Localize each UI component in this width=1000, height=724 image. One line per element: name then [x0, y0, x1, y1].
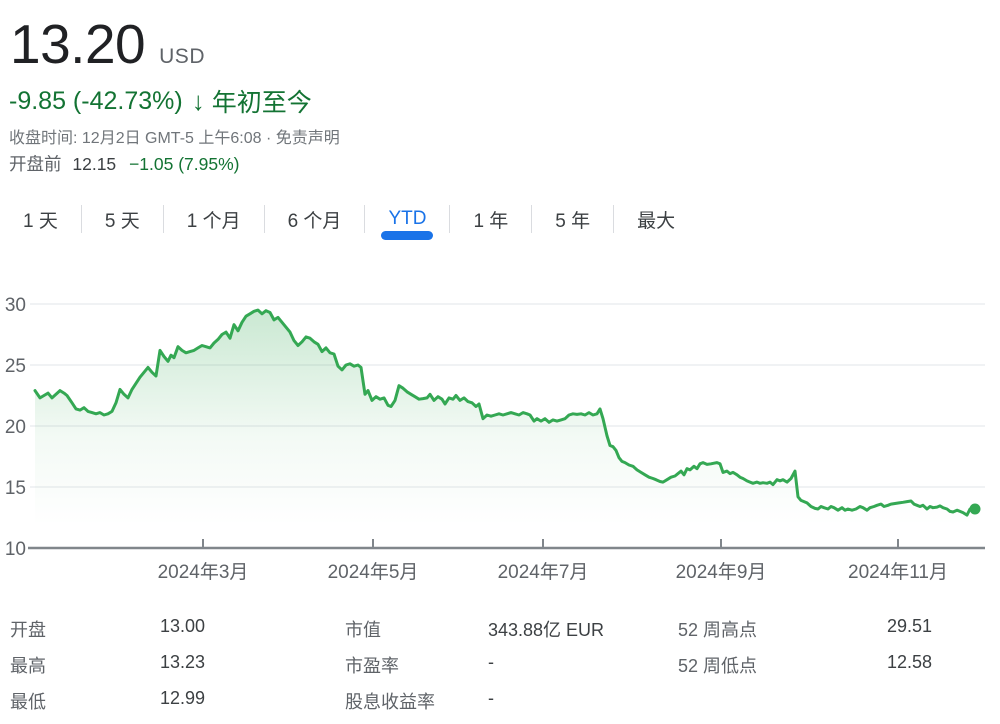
currency-label: USD	[159, 45, 205, 68]
premarket-change: −1.05 (7.95%)	[129, 154, 240, 174]
premarket-row: 开盘前 12.15 −1.05 (7.95%)	[9, 151, 239, 176]
price-chart[interactable]: 30 25 20 15 10 2024年3月 2024年5月 2024年7月 2024年9月 20…	[0, 240, 1000, 590]
tab-1d[interactable]: 1 天	[23, 210, 58, 232]
tab-divider	[162, 205, 164, 233]
time-range-tabs: 1 天 5 天 1 个月 6 个月 YTD 1 年 5 年 最大	[0, 196, 698, 242]
price-line	[33, 308, 977, 517]
stat-value: 343.88亿 EUR	[488, 620, 605, 640]
premarket-price: 12.15	[72, 154, 117, 174]
tab-divider	[80, 205, 82, 233]
stats-column-left: 开盘 13.00 最高 13.23 最低 12.99	[10, 616, 212, 724]
x-axis-label: 2024年11月	[848, 561, 948, 583]
tab-5y[interactable]: 5 年	[555, 210, 591, 232]
y-axis-label: 20	[5, 417, 26, 438]
stat-label: 52 周低点	[678, 656, 758, 676]
period-label: 年初至今	[211, 89, 312, 117]
stat-row: 开盘 13.00	[10, 616, 212, 640]
change-row: -9.85 (-42.73%) ↓ 年初至今	[9, 83, 312, 119]
stat-label: 52 周高点	[678, 620, 758, 640]
stat-row: 52 周低点 12.58	[678, 652, 938, 676]
tab-divider	[364, 205, 366, 233]
stat-value: -	[488, 652, 494, 672]
tab-divider	[449, 205, 451, 233]
stat-row: 市盈率 -	[345, 652, 635, 676]
y-axis-label: 25	[5, 356, 26, 377]
change-value: -9.85 (-42.73%)	[9, 86, 183, 115]
tab-divider	[263, 205, 265, 233]
stat-row: 最低 12.99	[10, 688, 212, 712]
tab-1y[interactable]: 1 年	[473, 210, 509, 232]
tab-divider	[531, 205, 533, 233]
y-axis-label: 30	[5, 295, 26, 316]
stat-row: 市值 343.88亿 EUR	[345, 616, 635, 640]
stat-value: 13.23	[160, 652, 206, 672]
premarket-label: 开盘前	[9, 154, 62, 174]
tab-5d[interactable]: 5 天	[104, 210, 140, 232]
y-axis-label: 10	[5, 539, 26, 560]
current-price: 13.20	[10, 13, 146, 75]
stat-label: 市盈率	[345, 656, 399, 676]
stat-label: 最高	[10, 656, 46, 676]
stats-column-middle: 市值 343.88亿 EUR 市盈率 - 股息收益率 -	[345, 616, 635, 724]
close-info[interactable]: 收盘时间: 12月2日 GMT-5 上午6:08 · 免责声明	[9, 130, 340, 147]
stat-label: 开盘	[10, 620, 46, 640]
price-row: 13.20 USD	[10, 14, 205, 74]
tab-ytd[interactable]: YTD	[365, 196, 449, 242]
stat-row: 最高 13.23	[10, 652, 212, 676]
stat-row: 股息收益率 -	[345, 688, 635, 712]
stat-row: 52 周高点 29.51	[678, 616, 938, 640]
tab-1m[interactable]: 1 个月	[186, 210, 241, 232]
stat-value: 12.58	[887, 652, 933, 672]
last-price-dot	[969, 503, 981, 515]
stat-value: 13.00	[160, 616, 206, 636]
stat-label: 股息收益率	[345, 692, 435, 712]
stat-label: 最低	[10, 692, 46, 712]
x-axis-label: 2024年9月	[676, 561, 767, 583]
stats-column-right: 52 周高点 29.51 52 周低点 12.58	[678, 616, 938, 688]
x-axis-label: 2024年3月	[158, 561, 249, 583]
x-axis-label: 2024年5月	[328, 561, 419, 583]
tab-max[interactable]: 最大	[637, 210, 676, 232]
stat-value: 29.51	[887, 616, 933, 636]
stat-value: 12.99	[160, 688, 206, 708]
x-axis-label: 2024年7月	[498, 561, 589, 583]
arrow-down-icon: ↓	[191, 85, 205, 116]
stat-value: -	[488, 688, 494, 708]
stat-label: 市值	[345, 620, 381, 640]
y-axis-label: 15	[5, 478, 26, 499]
tab-divider	[613, 205, 615, 233]
tab-6m[interactable]: 6 个月	[287, 210, 342, 232]
price-area	[35, 310, 975, 548]
